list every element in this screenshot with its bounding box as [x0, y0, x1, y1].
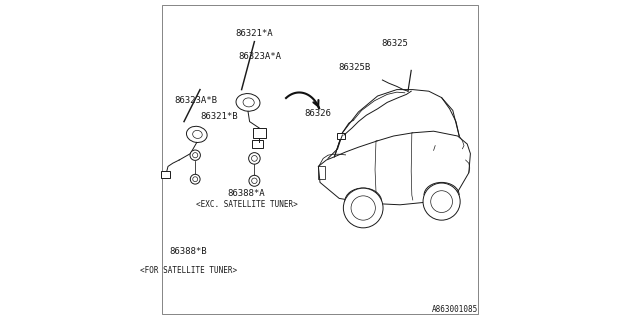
Bar — [253, 128, 266, 138]
Circle shape — [248, 153, 260, 164]
Circle shape — [249, 175, 260, 186]
Bar — [319, 166, 324, 179]
Text: 86323A*A: 86323A*A — [239, 52, 282, 60]
Ellipse shape — [236, 93, 260, 111]
Bar — [252, 140, 263, 148]
Bar — [337, 133, 346, 139]
Text: <FOR SATELLITE TUNER>: <FOR SATELLITE TUNER> — [140, 266, 237, 275]
Text: 86388*B: 86388*B — [169, 247, 207, 256]
Circle shape — [252, 156, 257, 161]
Text: 86321*A: 86321*A — [236, 29, 273, 38]
Text: 86326: 86326 — [305, 109, 332, 118]
Text: <EXC. SATELLITE TUNER>: <EXC. SATELLITE TUNER> — [196, 200, 297, 209]
Text: 86325B: 86325B — [339, 63, 371, 72]
Circle shape — [344, 188, 383, 228]
Circle shape — [193, 177, 198, 182]
Circle shape — [252, 178, 257, 184]
Text: 86321*B: 86321*B — [201, 112, 238, 121]
Text: A863001085: A863001085 — [432, 305, 479, 314]
Text: 86388*A: 86388*A — [228, 189, 265, 198]
Circle shape — [190, 150, 200, 160]
Text: 86325: 86325 — [382, 39, 408, 48]
Circle shape — [190, 174, 200, 184]
Circle shape — [193, 153, 198, 158]
Text: 86323A*B: 86323A*B — [174, 96, 218, 105]
Bar — [161, 171, 170, 178]
Circle shape — [423, 183, 460, 220]
Ellipse shape — [186, 126, 207, 142]
